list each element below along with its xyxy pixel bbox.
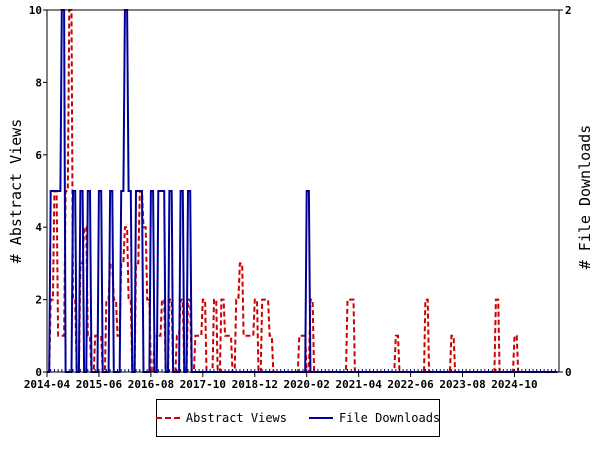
y-left-tick-label: 6 — [35, 149, 42, 162]
legend-item-abstract-views: Abstract Views — [155, 411, 287, 425]
x-tick-label: 2014-04 — [24, 378, 71, 391]
y-axis-right-label: # File Downloads — [576, 125, 594, 270]
legend-label-abstract-views: Abstract Views — [185, 411, 287, 425]
legend-item-file-downloads: File Downloads — [309, 411, 440, 425]
x-tick-label: 2016-08 — [128, 378, 174, 391]
y-axis-left-label: # Abstract Views — [7, 119, 25, 264]
y-left-tick-label: 8 — [35, 76, 42, 89]
y-left-tick-label: 2 — [35, 294, 42, 307]
y-right-tick-label: 0 — [565, 366, 572, 379]
x-tick-label: 2017-10 — [180, 378, 226, 391]
x-tick-label: 2021-04 — [335, 378, 382, 391]
x-tick-label: 2023-08 — [439, 378, 485, 391]
legend-swatch-file-downloads — [309, 417, 333, 419]
y-right-tick-label: 2 — [565, 4, 572, 17]
y-left-tick-label: 0 — [35, 366, 42, 379]
legend: Abstract Views File Downloads — [155, 399, 440, 437]
y-left-tick-label: 10 — [29, 4, 42, 17]
x-tick-label: 2024-10 — [491, 378, 537, 391]
y-left-tick-label: 4 — [35, 221, 42, 234]
x-tick-label: 2015-06 — [76, 378, 123, 391]
series-line-file-downloads — [47, 9, 558, 373]
legend-label-file-downloads: File Downloads — [339, 411, 441, 425]
x-tick-label: 2018-12 — [232, 378, 278, 391]
tick-layer: 0 2 4 6 8 10 0 2 2014-04 2015-06 2016-08 2017-10 201… — [24, 4, 572, 391]
x-tick-label: 2022-06 — [387, 378, 434, 391]
legend-swatch-abstract-views — [155, 417, 180, 419]
x-tick-label: 2020-02 — [284, 378, 330, 391]
series-layer — [47, 9, 558, 373]
